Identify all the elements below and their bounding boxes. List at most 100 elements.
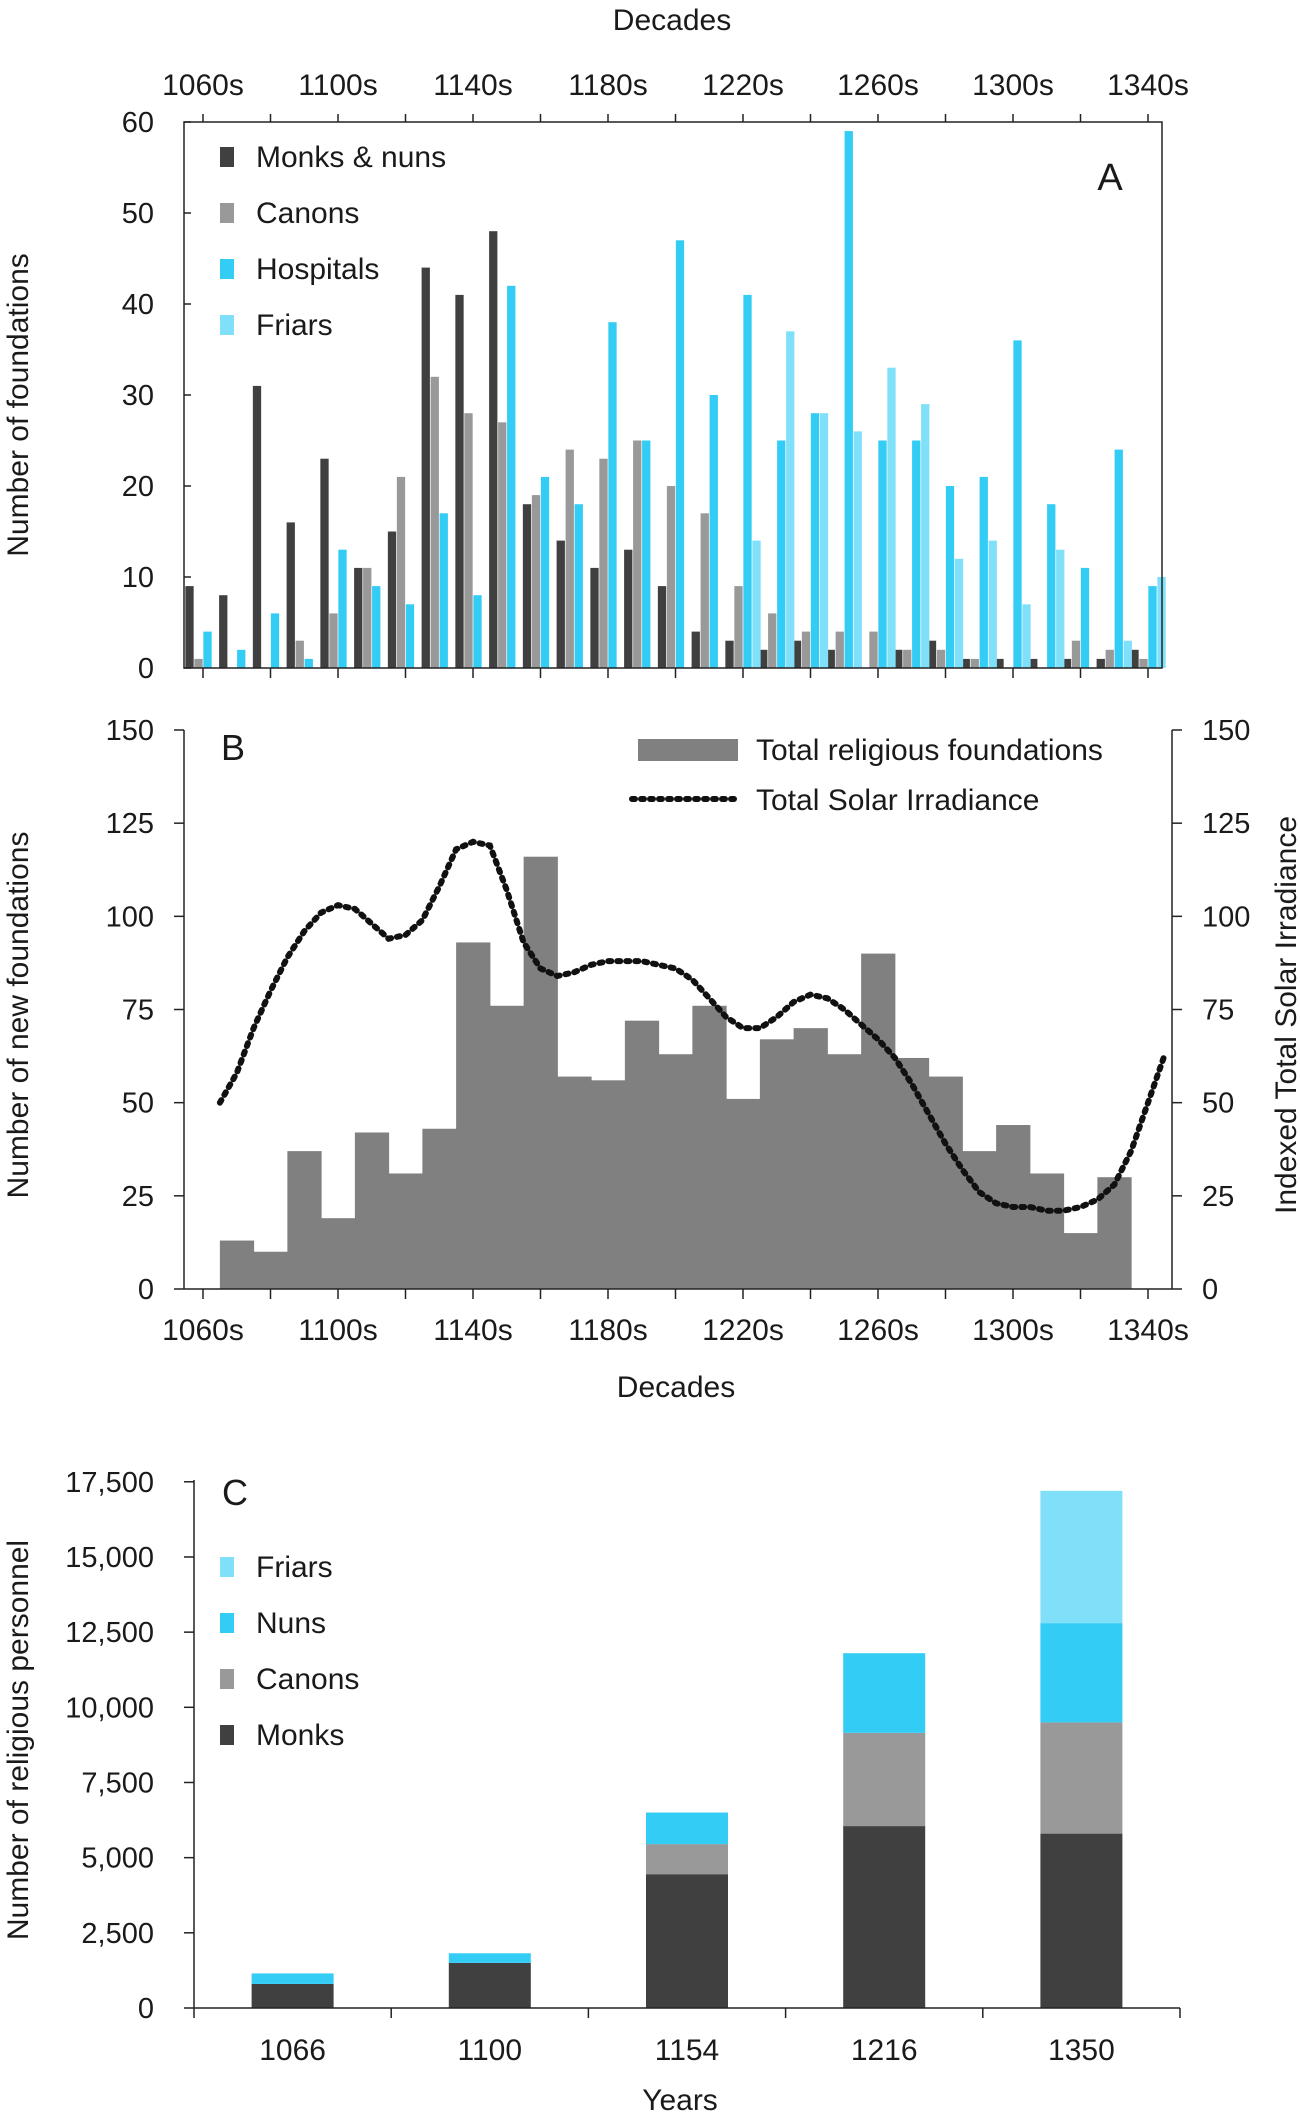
- a-ytick-label: 0: [138, 653, 154, 685]
- bar-canons-1270s: [903, 649, 912, 668]
- bar-hospitals-1080s: [270, 613, 280, 668]
- b-ytick-label: 125: [106, 808, 154, 840]
- bar-hospitals-1340s: [1148, 586, 1157, 668]
- b-xtick-label: 1060s: [162, 1314, 244, 1347]
- total-bar-1070s: [219, 1240, 255, 1289]
- panel-a-legend: Monks & nuns Canons Hospitals Friars: [220, 141, 446, 342]
- bar-hospitals-1250s: [844, 131, 853, 669]
- b-y2tick-label: 125: [1202, 808, 1250, 840]
- panel-c-y-tick-labels: 0 2,500 5,000 7,500 10,000 12,500 15,000 17,500: [65, 1467, 154, 2025]
- b-xtick-label: 1300s: [972, 1314, 1054, 1347]
- legend-label-nuns: Nuns: [256, 1607, 326, 1640]
- total-bar-1150s: [489, 1005, 525, 1289]
- panel-c-legend: Friars Nuns Canons Monks: [220, 1551, 359, 1752]
- stack-monks-1154: [646, 1874, 728, 2008]
- bar-hospitals-1180s: [608, 322, 617, 668]
- a-top-tick-label: 1060s: [162, 69, 244, 102]
- bar-monks-nuns-1080s: [252, 385, 262, 668]
- panel-c-y-axis-label: Number of religious personnel: [2, 1540, 35, 1940]
- total-bar-1220s: [726, 1098, 761, 1289]
- b-y2tick-label: 25: [1202, 1181, 1234, 1213]
- panel-c-bars: [251, 1490, 1123, 2008]
- total-bar-1170s: [557, 1076, 592, 1289]
- bar-hospitals-1320s: [1080, 567, 1090, 668]
- total-bar-1320s: [1063, 1233, 1098, 1289]
- bar-canons-1340s: [1139, 658, 1148, 668]
- bar-friars-1240s: [819, 413, 829, 668]
- bar-canons-1090s: [295, 640, 304, 668]
- bar-monks-nuns-1170s: [556, 540, 565, 668]
- bar-monks-nuns-1310s: [1029, 658, 1038, 668]
- bar-hospitals-1130s: [439, 513, 448, 668]
- bar-monks-nuns-1330s: [1096, 658, 1105, 668]
- panel-b-x-axis-label: Decades: [617, 1371, 735, 1404]
- panel-b-y-axis-label: Number of new foundations: [2, 832, 35, 1199]
- stack-friars-1350: [1040, 1490, 1123, 1624]
- panel-a: Decades 1060s 1100s 1140s 1180s 1220s 1260s 13…: [2, 4, 1189, 685]
- c-ytick-label: 7,500: [81, 1767, 154, 1799]
- a-top-tick-label: 1220s: [702, 69, 784, 102]
- bar-hospitals-1120s: [405, 604, 415, 668]
- total-bar-1140s: [456, 942, 491, 1289]
- total-bar-1130s: [422, 1128, 457, 1289]
- bar-friars-1220s: [752, 540, 761, 668]
- bar-monks-nuns-1220s: [725, 640, 734, 668]
- panel-c-letter: C: [222, 1472, 248, 1513]
- bar-friars-1310s: [1056, 549, 1065, 668]
- total-bar-1180s: [591, 1080, 626, 1289]
- b-ytick-label: 50: [122, 1088, 154, 1120]
- a-top-tick-label: 1100s: [298, 69, 378, 102]
- a-ytick-label: 50: [122, 198, 154, 230]
- stack-monks-1216: [843, 1826, 926, 2008]
- bar-hospitals-1160s: [540, 476, 550, 668]
- stack-canons-1154: [646, 1844, 728, 1875]
- legend-swatch-friars: [220, 315, 234, 335]
- c-ytick-label: 10,000: [65, 1692, 154, 1724]
- bar-hospitals-1300s: [1013, 340, 1022, 668]
- bar-hospitals-1220s: [743, 294, 752, 668]
- bar-canons-1330s: [1105, 649, 1114, 668]
- bar-monks-nuns-1090s: [286, 522, 295, 668]
- total-bar-1200s: [658, 1054, 693, 1289]
- bar-friars-1260s: [887, 367, 896, 668]
- bar-hospitals-1280s: [945, 486, 955, 668]
- total-bar-1240s: [793, 1028, 828, 1289]
- bar-friars-1290s: [988, 540, 997, 668]
- a-top-tick-label: 1140s: [433, 69, 513, 102]
- legend-label-friars: Friars: [256, 1551, 333, 1584]
- b-ytick-label: 150: [106, 715, 154, 747]
- bar-monks-nuns-1130s: [421, 267, 430, 668]
- bar-monks-nuns-1290s: [961, 658, 970, 668]
- total-bar-1190s: [624, 1020, 660, 1289]
- c-ytick-label: 15,000: [65, 1542, 154, 1574]
- a-ytick-label: 40: [122, 289, 154, 321]
- stack-canons-1350: [1040, 1722, 1123, 1834]
- legend-label-friars: Friars: [256, 309, 333, 342]
- bar-hospitals-1230s: [777, 440, 786, 668]
- legend-swatch-hospitals: [220, 259, 234, 279]
- bar-hospitals-1100s: [338, 549, 347, 668]
- total-bar-1160s: [523, 856, 558, 1289]
- stack-nuns-1216: [843, 1653, 926, 1733]
- stack-nuns-1350: [1040, 1623, 1123, 1723]
- bar-friars-1330s: [1123, 640, 1132, 668]
- bar-canons-1290s: [970, 658, 979, 668]
- bar-friars-1270s: [921, 404, 930, 668]
- legend-swatch-monks-nuns: [220, 147, 234, 167]
- bar-canons-1170s: [565, 449, 574, 668]
- panel-c-ticks: [184, 1481, 1181, 2018]
- bar-friars-1280s: [954, 558, 964, 668]
- panel-a-top-tick-labels: 1060s 1100s 1140s 1180s 1220s 1260s 1300s 1340s: [162, 69, 1189, 102]
- total-bar-1280s: [928, 1076, 963, 1289]
- legend-label-canons: Canons: [256, 1663, 359, 1696]
- panel-c-x-tick-labels: 1066 1100 1154 1216 1350: [259, 2034, 1115, 2067]
- bar-monks-nuns-1210s: [691, 631, 700, 668]
- bar-canons-1160s: [531, 495, 541, 668]
- b-ytick-label: 0: [138, 1274, 154, 1306]
- bar-canons-1130s: [430, 376, 439, 668]
- total-bar-1210s: [692, 1005, 727, 1289]
- bar-canons-1280s: [936, 649, 946, 668]
- stack-nuns-1066: [251, 1973, 334, 1984]
- bar-canons-1180s: [599, 458, 608, 668]
